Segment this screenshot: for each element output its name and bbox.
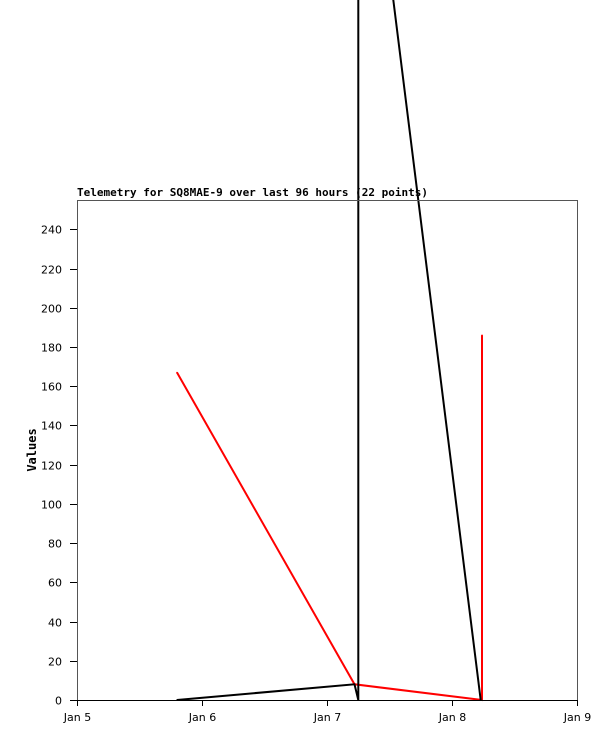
y-tick-label: 140 [41, 420, 62, 433]
x-tick-label: Jan 6 [188, 711, 216, 724]
x-tick-label: Jan 5 [63, 711, 91, 724]
y-tick-label: 40 [48, 617, 62, 630]
data-point [176, 371, 178, 374]
y-tick-label: 120 [41, 460, 62, 473]
y-tick-label: 100 [41, 499, 62, 512]
data-point [353, 683, 356, 686]
plot-frame [77, 200, 578, 701]
data-point [481, 334, 483, 337]
y-tick-label: 220 [41, 264, 62, 277]
y-tick-label: 20 [48, 656, 62, 669]
y-tick-label: 80 [48, 538, 62, 551]
x-tick-label: Jan 7 [313, 711, 341, 724]
y-tick-label: 180 [41, 342, 62, 355]
series-line-1 [176, 0, 482, 701]
x-tick-label: Jan 8 [438, 711, 466, 724]
series-layer [176, 0, 483, 702]
y-tick-label: 60 [48, 577, 62, 590]
y-tick-label: 160 [41, 381, 62, 394]
x-tick-label: Jan 9 [563, 711, 591, 724]
y-tick-label: 240 [41, 224, 62, 237]
series-line-0 [176, 335, 483, 702]
y-axis-label: Values [25, 428, 39, 471]
y-tick-label: 200 [41, 303, 62, 316]
y-tick-label: 0 [55, 695, 62, 708]
chart-title: Telemetry for SQ8MAE-9 over last 96 hour… [77, 186, 428, 199]
axes-layer: 0 20 40 60 80 100 120 140 160 180 200 220 240 Jan 5 Ja… [41, 224, 591, 725]
